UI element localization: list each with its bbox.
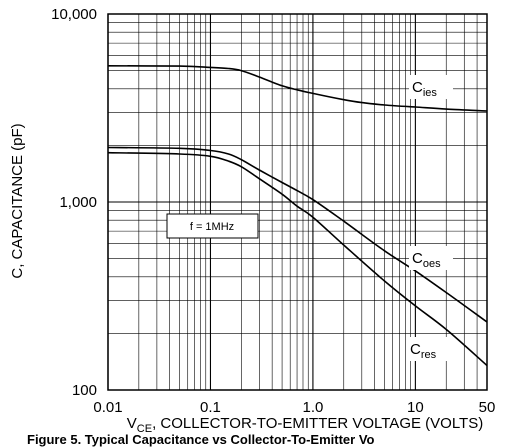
series-label-bg-cies	[409, 75, 453, 99]
x-tick-label: 1.0	[302, 399, 323, 416]
grid	[107, 14, 488, 391]
series-line-cies	[107, 65, 488, 112]
series-label-main: C	[410, 341, 421, 358]
x-axis-title-v: V	[127, 415, 137, 432]
series-label-coes: Coes	[412, 250, 441, 270]
x-axis-title: VCE, COLLECTOR-TO-EMITTER VOLTAGE (VOLTS…	[127, 415, 483, 435]
y-tick-label: 10,000	[51, 6, 97, 23]
series-label-sub: oes	[423, 258, 441, 270]
series-label-main: C	[412, 79, 423, 96]
series-label-bg-coes	[409, 246, 453, 270]
series-label-sub: ies	[423, 87, 438, 99]
figure-caption: Figure 5. Typical Capacitance vs Collect…	[27, 432, 375, 447]
series-line-coes	[107, 146, 488, 323]
series-line-cres	[107, 151, 488, 367]
series-label-cies: Cies	[412, 79, 437, 99]
series-label-main: C	[412, 250, 423, 267]
series-label-sub: res	[421, 349, 437, 361]
y-tick-label: 1,000	[59, 194, 97, 211]
series-label-bg-cres	[407, 337, 451, 361]
x-tick-label: 10	[407, 399, 424, 416]
series-lines	[107, 65, 488, 367]
x-tick-label: 0.1	[200, 399, 221, 416]
frequency-note-text: f = 1MHz	[190, 221, 234, 233]
series-label-cres: Cres	[410, 341, 437, 361]
frequency-note-box	[166, 213, 259, 239]
tick-labels: 0.01 0.1 1.0 10 50 100 1,000 10,000	[51, 6, 495, 416]
y-tick-label: 100	[72, 382, 97, 399]
x-tick-label: 0.01	[93, 399, 122, 416]
x-axis-title-rest: , COLLECTOR-TO-EMITTER VOLTAGE (VOLTS)	[152, 415, 483, 432]
frequency-note: f = 1MHz	[166, 213, 259, 239]
x-tick-label: 50	[479, 399, 496, 416]
y-axis-title: C, CAPACITANCE (pF)	[9, 123, 26, 278]
plot-frame	[107, 13, 488, 391]
x-axis-title-sub: CE	[137, 423, 152, 435]
